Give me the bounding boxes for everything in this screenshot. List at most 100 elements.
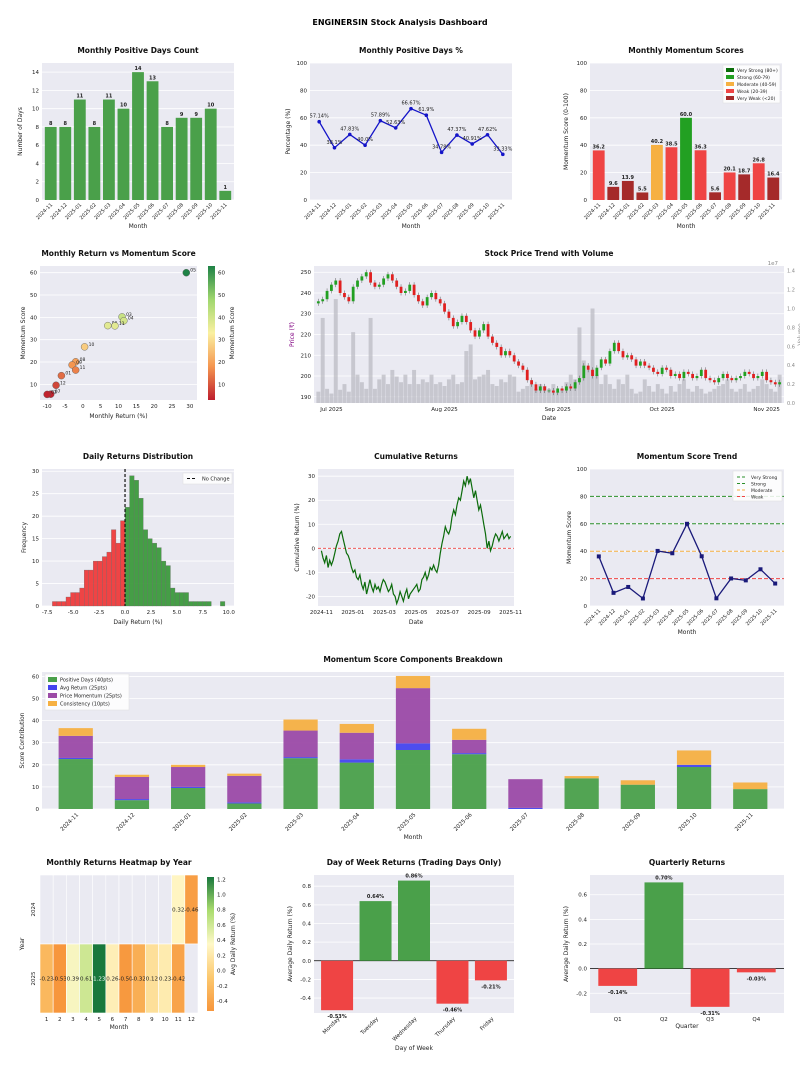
positive-pct-data-label: 57.89% — [371, 113, 390, 119]
component-bar-segment — [733, 789, 768, 809]
hist-xtick-label: 2.5 — [147, 610, 156, 616]
candle-body — [395, 280, 399, 287]
price-xtick-label: Aug 2025 — [431, 407, 458, 413]
component-legend-label: Price Momentum (25pts) — [60, 694, 122, 700]
candle-body — [625, 355, 629, 358]
volume-bar — [673, 391, 678, 403]
positive-pct-point — [485, 132, 490, 137]
scatter-point-label: 08 — [80, 357, 86, 363]
candle-body — [643, 361, 647, 366]
positive-pct-point — [470, 142, 475, 146]
component-bar-segment — [339, 732, 374, 760]
scatter-point-label: 03 — [126, 312, 132, 318]
positive-days-data-label: 8 — [49, 121, 53, 127]
daily_returns_hist-ytick-label: 25 — [32, 492, 39, 498]
positive_days_count-ylabel: Number of Days — [17, 107, 24, 156]
cumret-xtick-label: 2025-07 — [436, 610, 459, 616]
volume-bar — [668, 385, 673, 403]
candle-body — [682, 371, 686, 379]
component-xtick-label: 2025-07 — [509, 812, 530, 833]
scatter-colorbar — [208, 266, 215, 400]
hist-xtick-label: 10.0 — [223, 610, 236, 616]
volume-bar — [612, 388, 617, 403]
heatmap-col-label: 6 — [111, 1017, 115, 1023]
component-xtick-label: 2025-08 — [566, 812, 587, 833]
dow-xlabel: Day of Week — [395, 1045, 433, 1052]
component-bar-segment — [564, 778, 599, 809]
heatmap-colorbar-label: Avg Daily Return (%) — [230, 913, 237, 975]
histogram-bar — [65, 596, 71, 607]
volume-bar — [429, 374, 434, 403]
component-legend-box — [44, 673, 130, 711]
cumulative_returns-ytick-label: -10 — [306, 570, 315, 576]
candle-body — [473, 330, 477, 337]
components_breakdown-ytick-label: 10 — [32, 785, 39, 791]
positive_days_pct-plot-area — [310, 63, 512, 200]
quarter-xlabel: Quarter — [675, 1023, 699, 1030]
volume-bar — [603, 374, 608, 403]
volume-bar — [703, 393, 708, 403]
momentum-score-data-label: 60.0 — [680, 112, 693, 118]
price_trend-ytick-label: 220 — [301, 333, 312, 339]
candle-body — [447, 311, 451, 318]
component-legend-label: Consistency (10pts) — [60, 702, 110, 708]
volume-bar — [477, 376, 482, 403]
price-xtick-label: Oct 2025 — [650, 407, 676, 413]
scatter-xtick-label: 5 — [99, 404, 103, 410]
quarterly_returns-ytick-label: 0.4 — [578, 917, 587, 923]
volume-bar — [542, 385, 547, 403]
volume-bar — [368, 317, 373, 403]
candle-body — [760, 371, 764, 377]
candle-body — [334, 280, 338, 285]
scatter-point-label: 04 — [128, 316, 134, 322]
volume-bar — [529, 384, 534, 403]
candle-body — [543, 386, 547, 391]
component-bar-segment — [339, 762, 374, 809]
histogram-bar — [197, 601, 203, 607]
positive_days_count-ytick-label: 4 — [36, 161, 40, 167]
candle-body — [538, 386, 542, 391]
heatmap-col-label: 12 — [188, 1017, 195, 1023]
positive_days_pct-ytick-label: 60 — [300, 116, 307, 122]
heatmap-cell-label: 0.26 — [106, 977, 119, 983]
daily_returns_hist-ytick-label: 5 — [36, 582, 40, 588]
scatter-point — [111, 322, 119, 330]
volume-bar — [433, 384, 438, 403]
scatter-point — [120, 317, 128, 325]
momentum-score-data-label: 5.6 — [711, 186, 720, 192]
scatter-point-label: 12 — [60, 380, 66, 386]
component-legend-label: Avg Return (25pts) — [60, 686, 107, 692]
volume-tick-label: 0.4 — [787, 363, 795, 369]
volume-bar — [577, 327, 582, 403]
scatter-point — [80, 343, 89, 351]
component-bar-segment — [114, 774, 150, 777]
heatmap-colorbar-tick: -0.2 — [217, 984, 228, 990]
candle-body — [739, 376, 742, 379]
volume-bar — [364, 388, 369, 403]
component-bar-segment — [227, 773, 262, 776]
heatmap-cell-label: -0.42 — [171, 977, 185, 983]
volume-bar — [681, 379, 686, 403]
component-bar-segment — [283, 730, 318, 758]
volume-bar — [329, 393, 334, 403]
volume-bar — [586, 369, 591, 403]
scatter-point — [57, 371, 66, 380]
heatmap-col-label: 9 — [150, 1017, 154, 1023]
component-legend-swatch — [48, 685, 57, 690]
histogram-bar — [152, 542, 157, 607]
positive-days-bar — [132, 72, 144, 200]
positive-days-data-label: 8 — [64, 121, 68, 127]
component-bar-segment — [58, 728, 93, 736]
momentum-trend-marker — [670, 551, 675, 556]
cumret-xtick-label: 2025-01 — [341, 610, 364, 616]
component-bar-segment — [171, 788, 206, 809]
histogram-bar — [206, 601, 212, 607]
heatmap-cell-label: -0.53 — [53, 977, 68, 983]
cumulative_returns-ytick-label: 10 — [308, 522, 315, 528]
volume-bar — [407, 384, 412, 403]
histogram-bar — [156, 547, 162, 607]
cumulative_returns-xlabel: Date — [409, 619, 424, 626]
component-legend-label: Positive Days (40pts) — [60, 678, 113, 684]
volume-bar — [777, 374, 782, 403]
volume-bar — [634, 393, 639, 403]
